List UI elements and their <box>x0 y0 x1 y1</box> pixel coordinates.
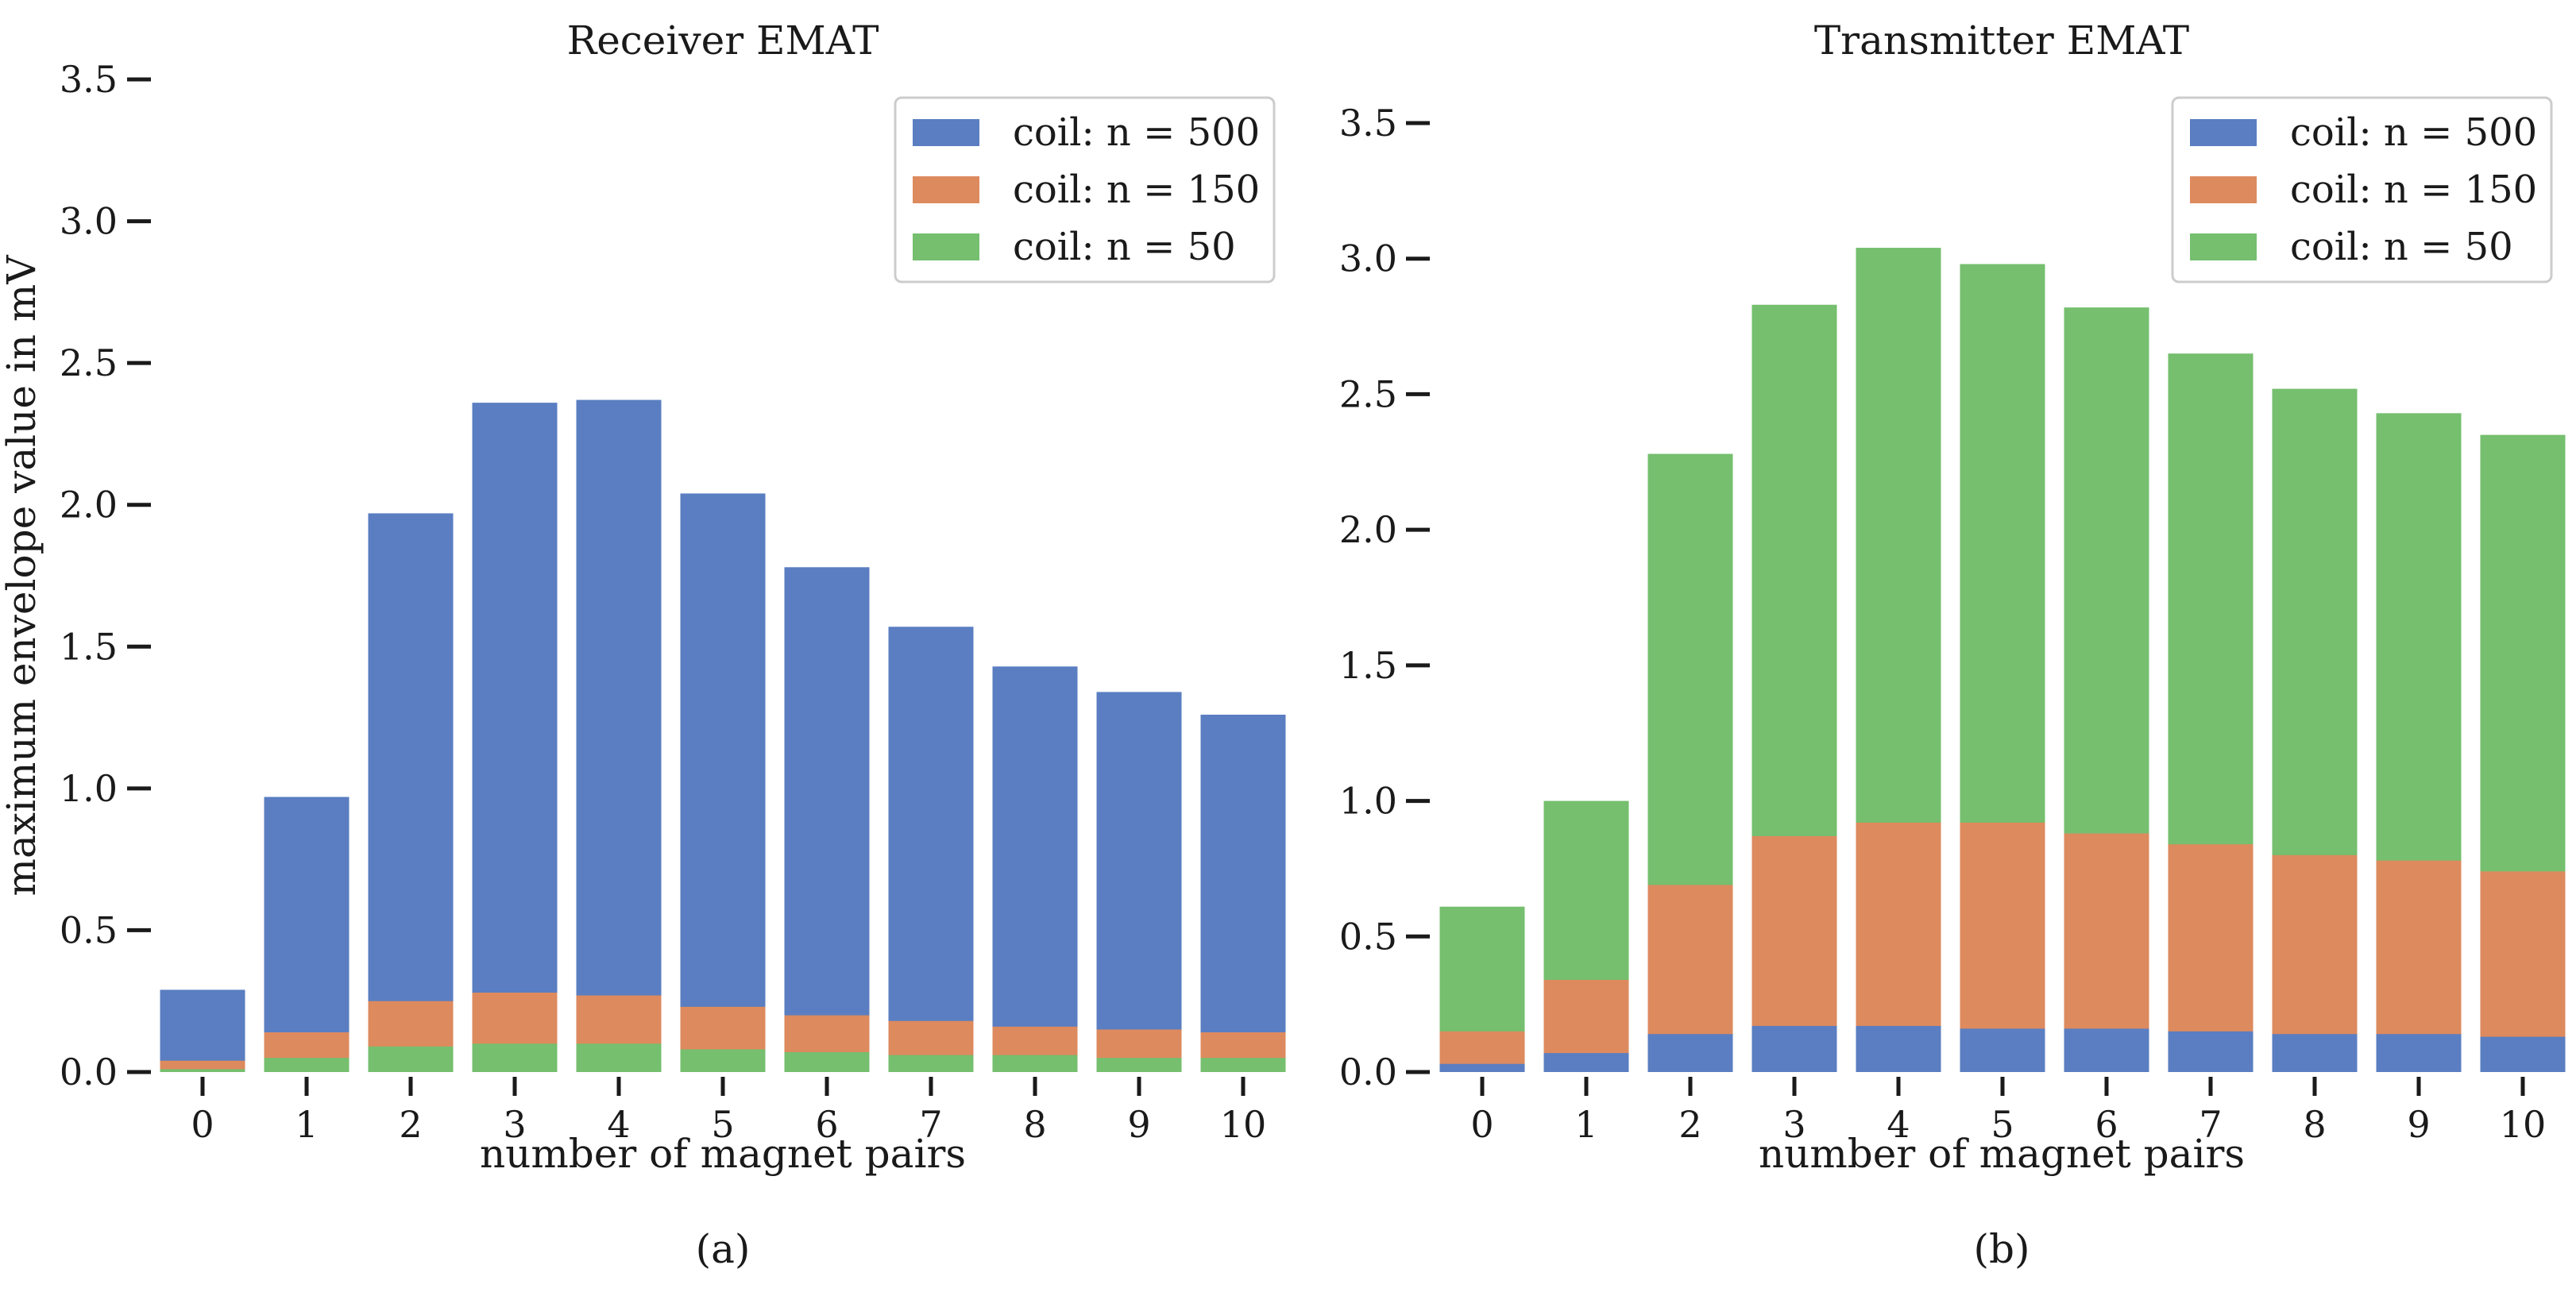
legend: coil: n = 500 coil: n = 150 coil: n = 50 <box>894 96 1276 283</box>
panel-receiver-emat: Receiver EMAT 0.0 0.5 1.0 1.5 2.0 2.5 3.0 3.5 0 1 2… <box>0 17 1286 1272</box>
x-tick-label: 4 <box>1887 1103 1910 1146</box>
bar-coil-n-500-2 <box>1647 1034 1733 1072</box>
y-tick-label: 2.0 <box>60 484 118 526</box>
x-tick-label: 1 <box>295 1103 318 1146</box>
bar-coil-n-50-8 <box>992 1055 1078 1072</box>
bar-coil-n-50-2 <box>368 1046 454 1072</box>
bar-coil-n-500-0 <box>1439 1063 1525 1072</box>
x-tick-label: 2 <box>399 1103 422 1146</box>
y-tick-label: 3.5 <box>60 58 118 101</box>
chart-title: Receiver EMAT <box>567 17 879 64</box>
y-tick-label: 0.5 <box>60 908 118 951</box>
x-tick-label: 10 <box>2500 1103 2547 1146</box>
bar-coil-n-500-4 <box>1856 1025 1941 1072</box>
y-tick-label: 0.5 <box>1339 915 1397 958</box>
bar-coil-n-50-5 <box>680 1049 766 1072</box>
bar-coil-n-500-7 <box>2168 1031 2254 1072</box>
y-tick-label: 1.5 <box>60 625 118 668</box>
x-tick-label: 8 <box>1023 1103 1046 1146</box>
y-tick-label: 3.0 <box>60 200 118 243</box>
bar-coil-n-500-7 <box>888 627 974 1072</box>
bar-coil-n-500-3 <box>1751 1025 1837 1072</box>
y-axis-label: maximum envelope value in mV <box>0 255 44 897</box>
bar-coil-n-500-8 <box>2272 1034 2358 1072</box>
bar-coil-n-50-9 <box>1096 1058 1182 1072</box>
x-axis-label: number of magnet pairs <box>480 1131 966 1177</box>
legend-entry: coil: n = 150 <box>1013 168 1260 212</box>
x-tick-label: 1 <box>1574 1103 1597 1146</box>
bar-coil-n-500-6 <box>2064 1028 2149 1072</box>
bar-coil-n-500-6 <box>784 567 870 1072</box>
bar-coil-n-500-1 <box>264 796 350 1072</box>
legend-swatch <box>913 176 979 203</box>
bar-coil-n-500-9 <box>1096 692 1182 1072</box>
y-tick-label: 1.0 <box>60 767 118 810</box>
chart-title: Transmitter EMAT <box>1814 17 2189 64</box>
bar-coil-n-500-9 <box>2376 1034 2462 1072</box>
x-tick-label: 5 <box>1991 1103 2014 1146</box>
x-tick-label: 5 <box>711 1103 734 1146</box>
x-tick-label: 9 <box>2407 1103 2430 1146</box>
bar-coil-n-500-1 <box>1543 1053 1629 1072</box>
legend-swatch <box>2190 233 2257 260</box>
x-tick-label: 4 <box>607 1103 630 1146</box>
x-tick-label: 0 <box>1470 1103 1493 1146</box>
bar-coil-n-50-4 <box>576 1043 662 1072</box>
y-tick-label: 2.0 <box>1339 508 1397 551</box>
y-tick-label: 2.5 <box>1339 372 1397 415</box>
legend: coil: n = 500 coil: n = 150 coil: n = 50 <box>2171 96 2553 283</box>
panel-caption: (a) <box>696 1226 751 1272</box>
x-tick-label: 6 <box>2095 1103 2118 1146</box>
legend-swatch <box>2190 119 2257 146</box>
legend-frame <box>894 96 1276 283</box>
bar-coil-n-500-10 <box>1200 715 1286 1072</box>
x-tick-label: 10 <box>1220 1103 1267 1146</box>
y-tick-label: 0.0 <box>60 1051 118 1093</box>
y-tick-label: 3.0 <box>1339 237 1397 280</box>
y-tick-label: 3.5 <box>1339 102 1397 145</box>
y-tick-label: 1.0 <box>1339 780 1397 823</box>
x-tick-label: 9 <box>1127 1103 1150 1146</box>
bar-coil-n-50-10 <box>1200 1058 1286 1072</box>
panel-transmitter-emat: Transmitter EMAT 0.0 0.5 1.0 1.5 2.0 2.5 3.0 3.5… <box>1339 17 2566 1272</box>
x-tick-label: 0 <box>191 1103 214 1146</box>
bar-coil-n-50-7 <box>888 1055 974 1072</box>
bar-coil-n-500-5 <box>1960 1028 2045 1072</box>
bar-coil-n-50-0 <box>160 1069 245 1072</box>
bar-coil-n-500-4 <box>576 399 662 1073</box>
bar-coil-n-50-6 <box>784 1052 870 1072</box>
x-tick-label: 2 <box>1678 1103 1701 1146</box>
legend-frame <box>2171 96 2553 283</box>
x-axis-label: number of magnet pairs <box>1759 1131 2245 1177</box>
x-tick-label: 6 <box>815 1103 838 1146</box>
x-tick-label: 3 <box>503 1103 526 1146</box>
legend-entry: coil: n = 500 <box>1013 110 1260 155</box>
x-tick-label: 7 <box>919 1103 942 1146</box>
y-tick-label: 1.5 <box>1339 644 1397 687</box>
legend-swatch <box>913 233 979 260</box>
bar-coil-n-500-3 <box>472 403 558 1073</box>
legend-swatch <box>2190 176 2257 203</box>
bar-coil-n-500-10 <box>2480 1036 2566 1072</box>
legend-entry: coil: n = 50 <box>1013 225 1236 269</box>
bar-coil-n-500-2 <box>368 513 454 1072</box>
y-tick-label: 2.5 <box>60 341 118 384</box>
x-tick-label: 7 <box>2199 1103 2222 1146</box>
panel-caption: (b) <box>1973 1226 2030 1272</box>
x-tick-label: 8 <box>2303 1103 2326 1146</box>
x-tick-label: 3 <box>1782 1103 1806 1146</box>
bar-coil-n-50-3 <box>472 1043 558 1072</box>
bar-coil-n-500-0 <box>160 989 245 1072</box>
legend-entry: coil: n = 150 <box>2290 168 2537 212</box>
bar-coil-n-50-1 <box>264 1058 350 1072</box>
legend-entry: coil: n = 50 <box>2290 225 2513 269</box>
bar-coil-n-500-5 <box>680 493 766 1072</box>
legend-entry: coil: n = 500 <box>2290 110 2537 155</box>
bar-coil-n-500-8 <box>992 666 1078 1072</box>
legend-swatch <box>913 119 979 146</box>
y-tick-label: 0.0 <box>1339 1051 1397 1093</box>
